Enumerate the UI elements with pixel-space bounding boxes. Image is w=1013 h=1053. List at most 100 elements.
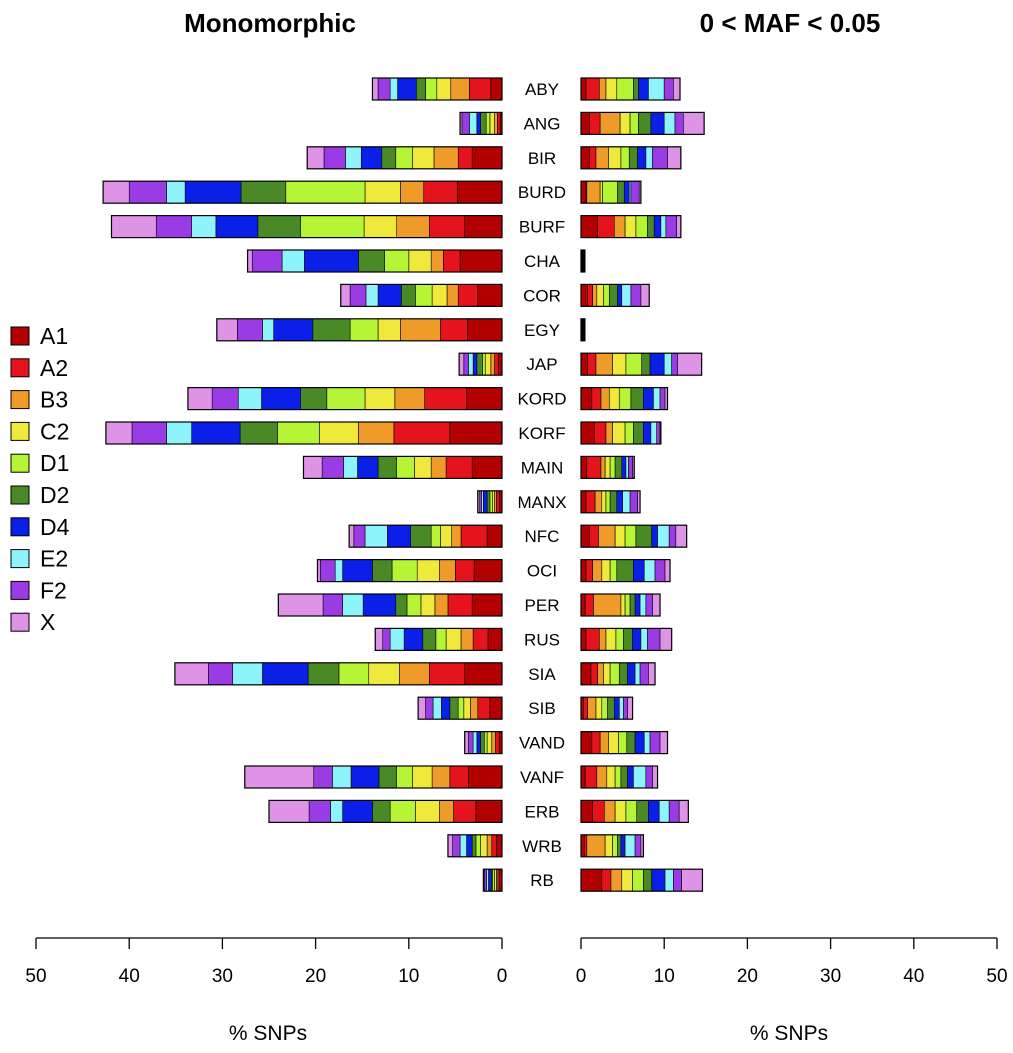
monomorphic-bar-aby-d4 — [398, 78, 417, 100]
rare-bar-aby-f2 — [664, 78, 673, 100]
monomorphic-bar-korf-d4 — [192, 422, 240, 444]
rare-bar-burf-x — [677, 216, 681, 238]
rare-bar-korf-b3 — [606, 422, 613, 444]
monomorphic-bar-jap-d4 — [473, 353, 477, 375]
monomorphic-bar-burd-a1 — [457, 181, 502, 203]
rare-bar-rb-d1 — [633, 869, 644, 891]
rare-bar-vanf-f2 — [646, 766, 653, 788]
rare-bar-vand-b3 — [600, 732, 608, 754]
monomorphic-bar-cha-b3 — [431, 250, 443, 272]
population-label-ang: ANG — [524, 114, 561, 133]
rare-bar-bir-a1 — [581, 147, 589, 169]
monomorphic-bar-rus-d1 — [436, 628, 446, 650]
rare-bar-aby-e2 — [648, 78, 664, 100]
right-axis-title: % SNPs — [750, 1022, 828, 1045]
rare-bar-vanf-b3 — [597, 766, 607, 788]
right-tick-label-10: 10 — [654, 966, 675, 987]
monomorphic-bar-korf-c2 — [319, 422, 358, 444]
monomorphic-bar-kord-x — [188, 388, 212, 410]
monomorphic-bar-cha-x — [248, 250, 253, 272]
monomorphic-bar-sia-d1 — [339, 663, 369, 685]
monomorphic-bar-wrb-d2 — [472, 835, 476, 857]
rare-bar-manx-e2 — [623, 491, 630, 513]
monomorphic-bar-per-x — [278, 594, 323, 616]
monomorphic-bar-nfc-a1 — [487, 525, 502, 547]
monomorphic-bar-cha-d4 — [304, 250, 358, 272]
rare-bar-oci-d4 — [633, 560, 644, 582]
monomorphic-bar-vanf-d4 — [351, 766, 379, 788]
rare-bar-main-d4 — [622, 456, 626, 478]
monomorphic-bar-kord-f2 — [212, 388, 238, 410]
rare-bar-burf-d2 — [648, 216, 655, 238]
rare-bar-cor-x — [641, 284, 649, 306]
monomorphic-bar-oci-d2 — [372, 560, 392, 582]
monomorphic-bar-jap-a2 — [495, 353, 499, 375]
monomorphic-bar-bir-a2 — [458, 147, 472, 169]
monomorphic-bar-per-d4 — [363, 594, 396, 616]
population-label-cor: COR — [523, 286, 561, 305]
monomorphic-bar-wrb-a1 — [496, 835, 502, 857]
rare-bar-rb-d2 — [643, 869, 651, 891]
rare-bar-nfc-b3 — [598, 525, 615, 547]
population-labels: ABYANGBIRBURDBURFCHACOREGYJAPKORDKORFMAI… — [517, 80, 566, 890]
population-label-rus: RUS — [524, 630, 560, 649]
monomorphic-bar-wrb-d1 — [476, 835, 481, 857]
rare-bar-wrb-a2 — [584, 835, 586, 857]
monomorphic-bar-burd-c2 — [365, 181, 400, 203]
monomorphic-bar-ang-a2 — [497, 112, 500, 134]
left-tick-label-50: 50 — [25, 966, 46, 987]
rare-bar-cor-a1 — [581, 284, 588, 306]
population-label-nfc: NFC — [525, 527, 560, 546]
rare-bar-wrb-e2 — [625, 835, 635, 857]
rare-bar-rus-b3 — [599, 628, 606, 650]
population-label-korf: KORF — [518, 424, 565, 443]
rare-bar-bir-d4 — [638, 147, 646, 169]
rare-bar-cor-a2 — [588, 284, 593, 306]
rare-bar-vand-d4 — [635, 732, 644, 754]
rare-bar-bir-x — [668, 147, 681, 169]
monomorphic-bar-sib-d2 — [450, 697, 458, 719]
rare-bar-burd-a1 — [581, 181, 586, 203]
monomorphic-bar-korf-f2 — [132, 422, 166, 444]
rare-bar-wrb-d2 — [618, 835, 621, 857]
monomorphic-bar-vanf-x — [245, 766, 314, 788]
monomorphic-bar-sia-x — [175, 663, 209, 685]
legend-label-f2: F2 — [40, 577, 67, 603]
monomorphic-bar-rus-d2 — [423, 628, 436, 650]
monomorphic-bar-jap-b3 — [491, 353, 495, 375]
monomorphic-bar-rus-f2 — [383, 628, 390, 650]
monomorphic-bar-wrb-f2 — [453, 835, 460, 857]
rare-bar-sib-c2 — [596, 697, 602, 719]
rare-bar-per-a2 — [585, 594, 593, 616]
monomorphic-bar-cor-d2 — [401, 284, 415, 306]
monomorphic-bar-egy-c2 — [378, 319, 400, 341]
monomorphic-bar-aby-d1 — [426, 78, 437, 100]
monomorphic-bar-cha-a1 — [460, 250, 502, 272]
monomorphic-bar-korf-e2 — [166, 422, 191, 444]
monomorphic-bar-main-d2 — [378, 456, 397, 478]
monomorphic-bar-main-f2 — [322, 456, 343, 478]
monomorphic-bar-kord-d4 — [262, 388, 301, 410]
monomorphic-bar-nfc-b3 — [452, 525, 461, 547]
monomorphic-bar-vanf-e2 — [332, 766, 351, 788]
monomorphic-bar-korf-b3 — [358, 422, 393, 444]
rare-bar-sia-f2 — [640, 663, 648, 685]
monomorphic-bar-per-b3 — [435, 594, 448, 616]
rare-bar-jap-d1 — [626, 353, 642, 375]
rare-bar-sia-d4 — [628, 663, 635, 685]
monomorphic-bar-burf-f2 — [156, 216, 191, 238]
monomorphic-bar-ang-d4 — [477, 112, 481, 134]
population-label-burf: BURF — [519, 218, 565, 237]
rare-bar-korf-d1 — [625, 422, 633, 444]
population-label-egy: EGY — [524, 321, 560, 340]
rare-bar-ang-c2 — [620, 112, 630, 134]
rare-bar-burf-e2 — [661, 216, 666, 238]
rare-bar-aby-a2 — [586, 78, 599, 100]
monomorphic-bar-cha-f2 — [252, 250, 282, 272]
monomorphic-bar-sib-d1 — [458, 697, 464, 719]
monomorphic-bar-per-e2 — [343, 594, 364, 616]
monomorphic-bar-oci-d4 — [343, 560, 373, 582]
monomorphic-bar-aby-b3 — [451, 78, 470, 100]
